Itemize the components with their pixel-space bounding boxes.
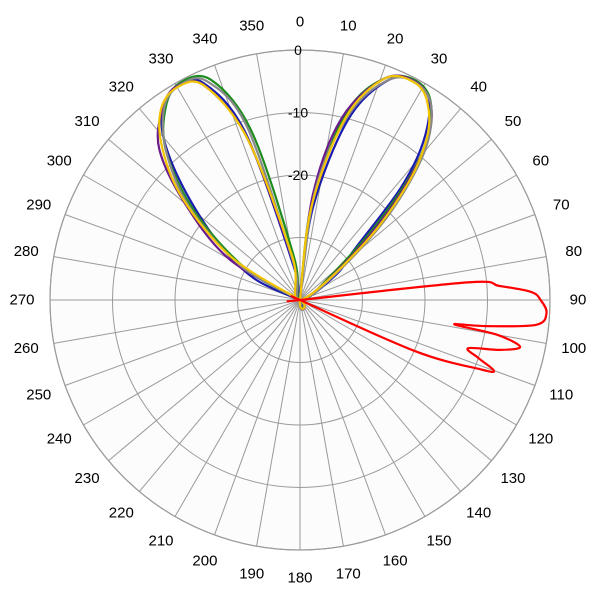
angle-tick-label: 110 xyxy=(549,387,573,404)
angle-tick-label: 160 xyxy=(383,553,408,570)
angle-tick-label: 140 xyxy=(466,504,491,521)
angle-tick-labels: 0 10 20 30 40 50 60 70 80 90 100 110 120 130 140 150 160… xyxy=(9,14,586,587)
angle-tick-label: 210 xyxy=(148,532,173,549)
angle-tick-label: 10 xyxy=(340,18,357,35)
angle-tick-label: 300 xyxy=(47,153,72,170)
angle-tick-label: 260 xyxy=(14,340,39,357)
angle-tick-label: 230 xyxy=(75,470,100,487)
radial-tick-label: -20 xyxy=(288,167,308,183)
angle-tick-label: 20 xyxy=(387,30,404,47)
angle-tick-label: 50 xyxy=(505,113,522,130)
angle-tick-label: 150 xyxy=(426,532,451,549)
angle-tick-label: 190 xyxy=(239,565,264,582)
angle-tick-label: 80 xyxy=(565,243,582,260)
series-line xyxy=(286,280,548,374)
angle-tick-label: 120 xyxy=(528,431,553,448)
angle-tick-label: 240 xyxy=(47,431,72,448)
ring-line xyxy=(237,237,363,363)
angle-tick-label: 180 xyxy=(287,570,312,587)
angle-tick-label: 200 xyxy=(192,553,217,570)
angle-tick-label: 330 xyxy=(148,51,173,68)
radial-tick-label: 0 xyxy=(294,42,302,58)
angle-tick-label: 270 xyxy=(9,292,34,309)
series-line xyxy=(158,74,431,310)
angle-tick-label: 280 xyxy=(14,243,39,260)
angle-tick-label: 100 xyxy=(561,340,586,357)
ring-line xyxy=(112,112,488,488)
angle-tick-label: 340 xyxy=(192,30,217,47)
angle-tick-label: 350 xyxy=(239,18,264,35)
series-line xyxy=(161,76,433,311)
angle-tick-label: 220 xyxy=(109,504,134,521)
angle-tick-label: 320 xyxy=(109,79,134,96)
radial-tick-labels: 0 -10 -20 xyxy=(288,42,308,183)
angle-tick-label: 90 xyxy=(570,292,587,309)
radial-tick-label: -10 xyxy=(288,105,308,121)
series-layer xyxy=(156,74,548,374)
angle-tick-label: 250 xyxy=(26,387,51,404)
angle-tick-label: 290 xyxy=(26,196,51,213)
angle-tick-label: 60 xyxy=(532,153,549,170)
angle-tick-label: 310 xyxy=(75,113,100,130)
angle-tick-label: 70 xyxy=(553,196,570,213)
angle-tick-label: 170 xyxy=(336,565,361,582)
angle-tick-label: 130 xyxy=(500,470,525,487)
angle-tick-label: 0 xyxy=(296,14,304,31)
angle-tick-label: 40 xyxy=(470,79,487,96)
outer-ring xyxy=(49,49,551,551)
angle-tick-label: 30 xyxy=(431,51,448,68)
ring-line xyxy=(174,174,426,426)
